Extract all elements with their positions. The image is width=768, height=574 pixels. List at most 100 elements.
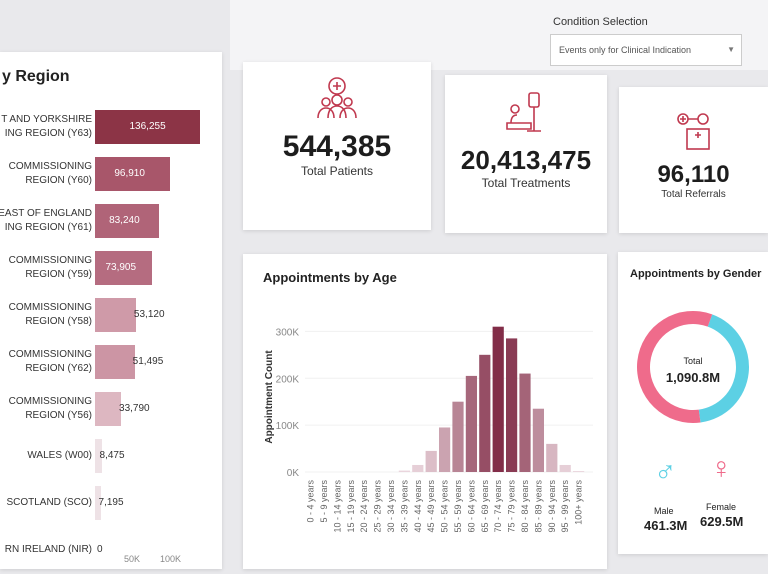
x-tick-label: 65 - 69 years (480, 480, 490, 533)
chart-title: Appointments by Age (263, 270, 397, 285)
region-label: COMMISSIONING REGION (Y59) (0, 254, 92, 282)
age-bar[interactable] (506, 338, 518, 472)
region-row: T AND YORKSHIRE ING REGION (Y63) 136,255 (0, 110, 222, 144)
age-bar[interactable] (398, 470, 410, 472)
x-tick-label: 10 - 14 years (332, 480, 342, 533)
age-bar[interactable] (519, 373, 531, 472)
age-bar[interactable] (425, 450, 437, 472)
x-tick-label: 90 - 94 years (547, 480, 557, 533)
x-tick-label: 85 - 89 years (533, 480, 543, 533)
region-row: WALES (W00) 8,475 (0, 439, 222, 473)
region-label-line: REGION (Y60) (25, 175, 92, 186)
region-label: COMMISSIONING REGION (Y56) (0, 395, 92, 423)
kpi-total-treatments: 20,413,475 Total Treatments (445, 75, 607, 233)
x-tick-label: 55 - 59 years (453, 480, 463, 533)
region-label-line: RN IRELAND (NIR) (4, 544, 92, 555)
region-value: 136,255 (129, 121, 166, 132)
region-bar[interactable] (95, 298, 136, 332)
condition-label: Condition Selection (553, 16, 648, 28)
x-tick-label: 5 - 9 years (319, 480, 329, 523)
age-bar[interactable] (465, 375, 477, 472)
region-label: WALES (W00) (0, 449, 92, 463)
x-tick-label: 45 - 49 years (426, 480, 436, 533)
axis-tick: 100K (160, 554, 182, 564)
region-label-line: REGION (Y62) (25, 363, 92, 374)
x-tick-label: 60 - 64 years (466, 480, 476, 533)
x-tick-label: 30 - 34 years (386, 480, 396, 533)
region-label: T AND YORKSHIRE ING REGION (Y63) (0, 113, 92, 141)
age-bar[interactable] (452, 401, 464, 472)
kpi-value: 96,110 (657, 161, 730, 188)
gender-chart (637, 311, 749, 423)
region-value: 51,495 (132, 356, 164, 367)
region-label-line: T AND YORKSHIRE (1, 114, 92, 125)
region-label-line: WALES (W00) (27, 450, 92, 461)
region-bar[interactable] (95, 439, 102, 473)
region-bar[interactable] (95, 486, 101, 520)
region-value: 96,910 (114, 168, 145, 179)
region-label-line: COMMISSIONING (8, 396, 92, 407)
region-label-line: COMMISSIONING (8, 302, 92, 313)
x-tick-label: 0 - 4 years (306, 480, 316, 523)
x-tick-label: 35 - 39 years (399, 480, 409, 533)
age-bar[interactable] (546, 443, 558, 472)
region-label: COMMISSIONING REGION (Y58) (0, 301, 92, 329)
region-label: COMMISSIONING REGION (Y60) (0, 160, 92, 188)
region-label-line: COMMISSIONING (8, 349, 92, 360)
region-label-line: REGION (Y56) (25, 410, 92, 421)
region-label-line: REGION (Y58) (25, 316, 92, 327)
kpi-total-patients: 544,385 Total Patients (243, 62, 431, 230)
region-value: 73,905 (105, 262, 137, 273)
x-tick-label: 75 - 79 years (507, 480, 517, 533)
female-icon: ♀ (710, 452, 733, 485)
region-label-line: ING REGION (Y61) (4, 222, 92, 233)
gender-chart-panel: Appointments by Gender Total 1,090.8M ♂ … (618, 252, 768, 554)
y-tick-label: 300K (276, 327, 300, 338)
female-label: Female (706, 502, 737, 512)
region-label-line: SCOTLAND (SCO) (6, 497, 92, 508)
age-bar[interactable] (479, 354, 491, 472)
kpi-total-referrals: 96,110 Total Referrals (619, 87, 768, 233)
age-bar[interactable] (559, 464, 571, 472)
axis-tick: 50K (124, 554, 141, 564)
kpi-value: 20,413,475 (460, 145, 592, 175)
region-label: SCOTLAND (SCO) (0, 496, 92, 510)
kpi-label: Total Patients (300, 164, 374, 178)
region-bar[interactable] (95, 392, 122, 426)
x-tick-label: 25 - 29 years (373, 480, 383, 533)
region-row: SCOTLAND (SCO) 7,195 (0, 486, 222, 520)
region-row: EAST OF ENGLAND ING REGION (Y61) 83,240 (0, 204, 222, 238)
x-tick-label: 50 - 54 years (440, 480, 450, 533)
age-bar[interactable] (439, 427, 451, 472)
region-bar[interactable] (95, 345, 135, 379)
region-value: 8,475 (99, 450, 125, 461)
x-tick-label: 20 - 24 years (359, 480, 369, 533)
donut-slice-male[interactable] (698, 314, 749, 423)
age-bar[interactable] (532, 408, 544, 472)
region-row: COMMISSIONING REGION (Y56) 33,790 (0, 392, 222, 426)
donut-slice-female[interactable] (637, 311, 713, 423)
region-value: 7,195 (98, 497, 124, 508)
region-bar[interactable] (95, 204, 160, 238)
region-bar[interactable] (95, 110, 200, 144)
treatment-icon (445, 89, 607, 135)
age-bar[interactable] (573, 471, 585, 472)
region-label-line: ING REGION (Y63) (4, 128, 92, 139)
male-value: 461.3M (644, 518, 688, 533)
region-bar[interactable] (95, 157, 170, 191)
region-label-line: COMMISSIONING (8, 255, 92, 266)
region-value: 83,240 (109, 215, 140, 226)
age-bar[interactable] (412, 464, 424, 472)
region-label-line: EAST OF ENGLAND (0, 208, 92, 219)
kpi-label: Total Treatments (481, 176, 571, 190)
donut-center-label: Total (683, 356, 703, 366)
male-label: Male (654, 506, 674, 516)
region-bar[interactable] (95, 251, 152, 285)
region-row: COMMISSIONING REGION (Y60) 96,910 (0, 157, 222, 191)
age-bar[interactable] (492, 326, 504, 472)
region-panel: y Region T AND YORKSHIRE ING REGION (Y63)… (0, 52, 222, 569)
region-value: 0 (97, 544, 103, 555)
y-tick-label: 200K (276, 374, 300, 385)
condition-select[interactable]: Events only for Clinical Indication ▼ (550, 34, 742, 66)
condition-value: Events only for Clinical Indication (559, 45, 692, 55)
